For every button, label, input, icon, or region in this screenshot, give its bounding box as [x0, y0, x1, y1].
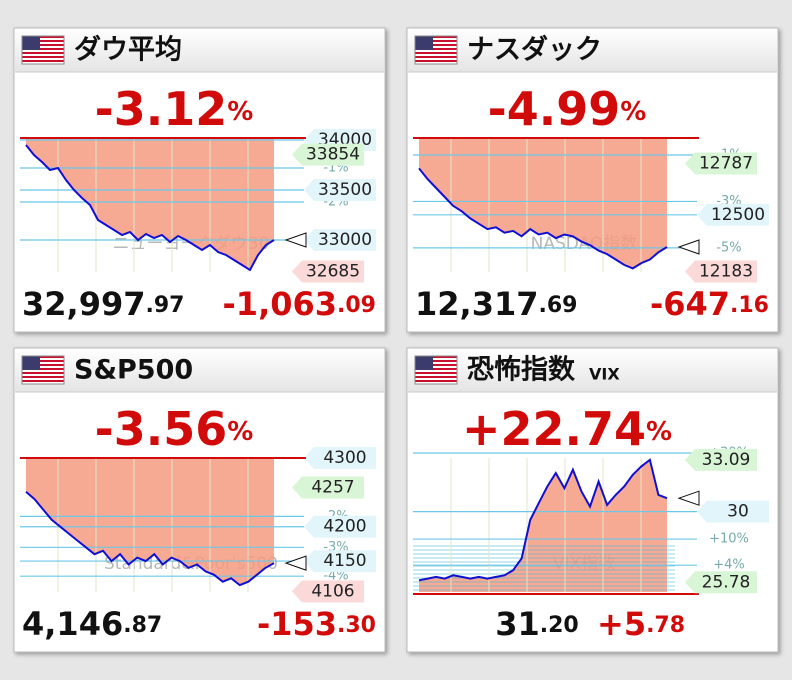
panel-title: ナスダック [467, 34, 602, 66]
price-change: -1,063.09 [223, 285, 376, 323]
panel-title: 恐怖指数 [467, 354, 576, 386]
panel-subtitle: VIX [589, 365, 620, 384]
y-tick-label-box [304, 515, 376, 538]
y-tick-label: 4150 [323, 551, 366, 571]
panel-header [408, 349, 777, 392]
high-label-box [292, 476, 364, 499]
price-line [25, 490, 275, 587]
high-label: 4257 [311, 478, 354, 498]
area-fill [26, 458, 274, 586]
low-label-box [685, 260, 757, 283]
change-percent: -3.12% [95, 82, 254, 136]
panel-title: S&P500 [74, 355, 193, 386]
price: 31.20 [495, 605, 579, 643]
us-flag [21, 35, 65, 65]
high-label: 33.09 [702, 450, 751, 470]
last-marker [284, 555, 307, 571]
change-percent: -3.56% [95, 402, 254, 456]
y-tick-label: 4200 [323, 517, 366, 537]
price-change: +5.78 [597, 605, 685, 643]
y-tick-label: 33000 [318, 230, 372, 250]
y-tick-label-box [304, 447, 376, 469]
pct-tick-label: +4% [713, 558, 745, 573]
low-label-box [685, 571, 757, 594]
y-tick-label-box [304, 229, 376, 251]
panel-header [15, 349, 384, 392]
last-marker [284, 232, 307, 248]
last-marker [677, 490, 700, 506]
price-line [418, 458, 668, 582]
change-percent: -4.99% [488, 82, 647, 136]
low-label: 25.78 [702, 572, 751, 592]
us-flag [21, 355, 65, 385]
y-tick-label: 33500 [318, 180, 372, 200]
market-panel: ナスダック-4.99%NASDAQ指数-1%-3%-5%125001278712… [406, 27, 779, 333]
panel-header [408, 29, 777, 72]
high-label-box [292, 143, 364, 166]
low-label: 32685 [306, 262, 360, 282]
us-flag [414, 35, 458, 65]
y-tick-label-box [697, 500, 769, 523]
us-flag [414, 355, 458, 385]
price-change: -647.16 [650, 285, 769, 323]
pct-tick-label: -5% [716, 240, 741, 255]
y-tick-label: 4300 [323, 448, 366, 468]
panel-title: ダウ平均 [74, 34, 182, 66]
area-fill [419, 459, 667, 592]
price: 12,317.69 [415, 285, 577, 323]
price: 32,997.97 [22, 285, 184, 323]
panel-header [15, 29, 384, 72]
high-label: 33854 [306, 145, 360, 165]
last-marker [677, 239, 700, 255]
y-tick-label: 30 [727, 502, 749, 522]
market-panel: ダウ平均-3.12%ニューヨークダウ30-1%-2%34000335003300… [13, 27, 386, 333]
y-tick-label-box [304, 550, 376, 573]
market-panel: S&P500-3.56%Standard&Poor's500-2%-3%-4%4… [13, 347, 386, 653]
change-percent: +22.74% [462, 402, 672, 456]
high-label: 12787 [699, 154, 753, 174]
high-label-box [685, 152, 757, 175]
pct-tick-label: +10% [709, 532, 749, 547]
low-label: 12183 [699, 261, 753, 281]
market-panel: 恐怖指数VIX+22.74%VIX指数+30%+10%+4%3033.0925.… [406, 347, 779, 653]
price-change: -153.30 [257, 605, 376, 643]
area-fill [419, 138, 667, 269]
y-tick-label: 12500 [711, 205, 765, 225]
y-tick-label-box [697, 203, 769, 226]
price-line [25, 144, 275, 272]
pct-tick-label: -4% [323, 569, 348, 584]
area-fill [26, 138, 274, 270]
price: 4,146.87 [22, 605, 162, 643]
y-tick-label-box [304, 179, 376, 201]
price-line [418, 167, 668, 270]
low-label-box [292, 260, 364, 283]
low-label-box [292, 580, 364, 603]
high-label-box [685, 448, 757, 471]
low-label: 4106 [311, 581, 354, 601]
